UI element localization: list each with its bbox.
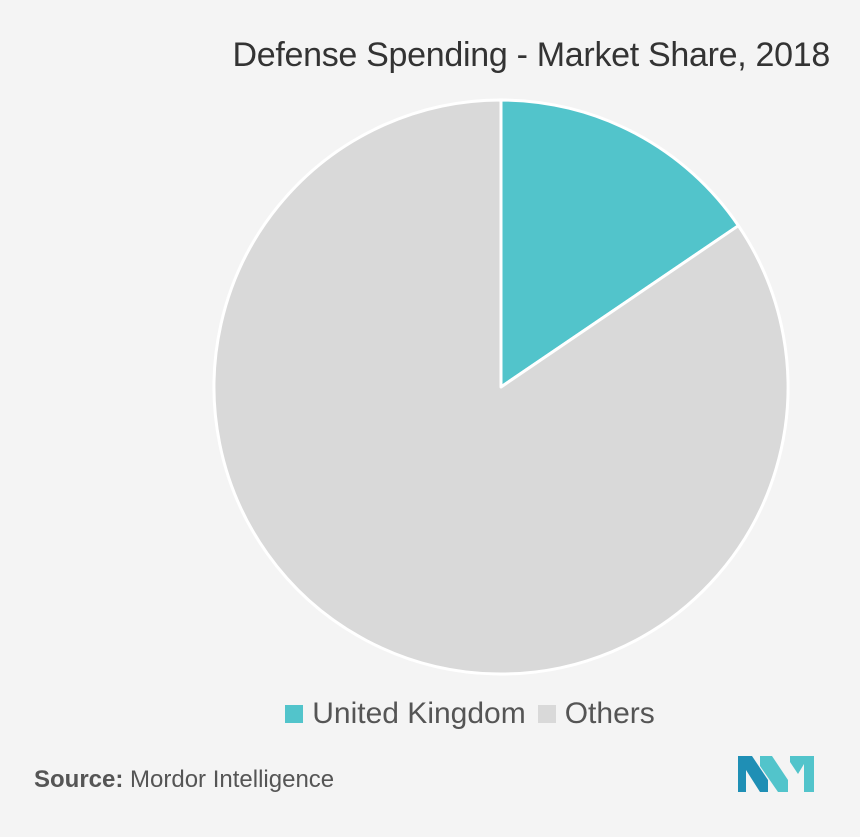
legend-label-united-kingdom: United Kingdom (312, 697, 526, 730)
legend-item-united-kingdom: United Kingdom (285, 697, 526, 731)
pie-slice-united-kingdom (499, 98, 740, 389)
source-label: Source: (34, 766, 124, 793)
logo-shape-left (738, 756, 768, 792)
logo-shape-right (790, 756, 814, 792)
logo-shape-middle (760, 756, 788, 792)
legend-item-others: Others (537, 697, 655, 731)
source-text: Mordor Intelligence (130, 766, 335, 793)
legend-swatch-united-kingdom (285, 705, 304, 723)
legend-swatch-others (537, 705, 556, 723)
chart-title: Defense Spending - Market Share, 2018 (232, 36, 831, 74)
pie-slices (212, 98, 790, 676)
pie-slice-others (212, 98, 790, 676)
legend-label-others: Others (564, 697, 655, 730)
source-note: Source: Mordor Intelligence (34, 766, 334, 794)
legend: United Kingdom Others (0, 697, 860, 731)
mordor-intelligence-logo-icon (738, 756, 814, 792)
